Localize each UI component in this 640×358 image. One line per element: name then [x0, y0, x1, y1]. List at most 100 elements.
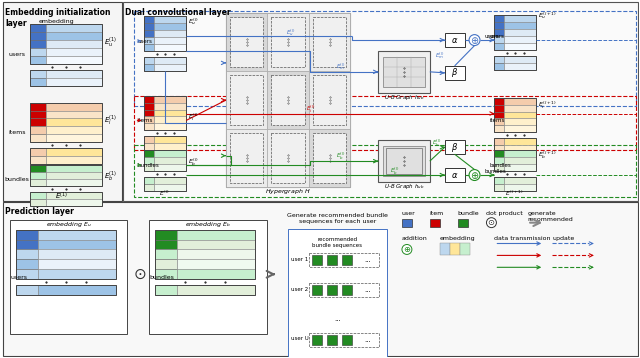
Bar	[313, 17, 346, 67]
Text: $E_b^{(l)}$: $E_b^{(l)}$	[390, 165, 399, 177]
Bar	[495, 98, 536, 132]
Bar	[177, 229, 255, 240]
Text: $E_u^{(1)}$: $E_u^{(1)}$	[104, 35, 117, 49]
Bar	[383, 57, 425, 87]
Bar	[402, 219, 412, 227]
Bar	[38, 250, 116, 260]
Bar	[156, 260, 177, 269]
Bar	[134, 11, 636, 106]
Text: users: users	[490, 34, 504, 39]
Bar	[46, 165, 102, 172]
Bar	[46, 179, 102, 186]
Bar	[309, 129, 350, 187]
Bar	[30, 111, 46, 118]
Bar	[504, 184, 536, 191]
Bar	[16, 240, 38, 250]
Bar	[30, 40, 46, 48]
Text: ...: ...	[334, 316, 340, 322]
Text: embedding: embedding	[39, 19, 75, 24]
Bar	[145, 16, 154, 23]
Bar	[226, 129, 268, 187]
Bar	[156, 229, 177, 240]
Bar	[30, 148, 102, 164]
Bar	[38, 229, 116, 240]
Bar	[145, 96, 154, 103]
Bar	[504, 112, 536, 118]
Text: Embedding initialization
layer: Embedding initialization layer	[5, 8, 111, 28]
Text: $E_b^{(l+1)}$: $E_b^{(l+1)}$	[538, 149, 557, 161]
Bar	[495, 150, 504, 157]
Bar	[460, 243, 470, 255]
Bar	[145, 177, 154, 184]
Bar	[156, 285, 177, 295]
Bar	[495, 138, 504, 145]
Bar	[445, 33, 465, 47]
Bar	[450, 243, 460, 255]
Bar	[504, 43, 536, 50]
Text: $E_b^{(l)}$: $E_b^{(l)}$	[432, 137, 442, 149]
Text: bundles: bundles	[484, 169, 506, 174]
Bar	[46, 48, 102, 56]
Bar	[46, 199, 102, 206]
Bar	[145, 64, 154, 71]
Bar	[30, 199, 46, 206]
Bar	[46, 126, 102, 134]
Bar	[504, 98, 536, 105]
Bar	[30, 192, 46, 199]
Bar	[134, 96, 636, 150]
Text: $E_i^{(l+1)}$: $E_i^{(l+1)}$	[538, 100, 557, 111]
Bar	[16, 269, 38, 279]
Text: users: users	[8, 53, 26, 58]
Bar	[271, 133, 305, 183]
Text: bundle: bundle	[458, 211, 479, 216]
Bar	[10, 220, 127, 334]
Bar	[230, 75, 264, 125]
Circle shape	[486, 218, 497, 228]
Bar	[30, 48, 46, 56]
Bar	[313, 75, 346, 125]
Bar	[30, 32, 46, 40]
Bar	[145, 110, 154, 116]
Bar	[154, 164, 186, 171]
Bar	[230, 17, 264, 67]
Bar	[328, 255, 337, 265]
Bar	[154, 136, 186, 143]
Text: item: item	[430, 211, 444, 216]
Bar	[145, 103, 154, 110]
Text: Dual convolutional layer: Dual convolutional layer	[125, 8, 230, 17]
Bar	[145, 184, 154, 191]
Bar	[156, 250, 177, 260]
Bar	[226, 13, 350, 187]
Text: user: user	[402, 211, 416, 216]
Text: $E_m^{(l)}$: $E_m^{(l)}$	[435, 50, 444, 61]
Bar	[149, 220, 267, 334]
Text: ...: ...	[364, 287, 371, 293]
Bar	[312, 285, 323, 295]
Bar	[378, 51, 430, 93]
Text: user 1: user 1	[291, 257, 308, 262]
Bar	[154, 37, 186, 44]
Bar	[145, 30, 154, 37]
Bar	[46, 148, 102, 156]
Text: Prediction layer: Prediction layer	[5, 207, 74, 216]
Bar	[504, 56, 536, 63]
Bar	[156, 240, 177, 250]
Bar	[145, 157, 154, 164]
Bar	[154, 157, 186, 164]
Bar	[16, 229, 38, 240]
Text: user U: user U	[291, 336, 308, 341]
Bar	[30, 118, 46, 126]
Bar	[46, 103, 102, 111]
Bar	[46, 32, 102, 40]
Circle shape	[469, 35, 480, 45]
Bar	[495, 177, 504, 184]
Bar	[495, 105, 504, 112]
Bar	[156, 285, 255, 295]
Bar	[16, 285, 116, 295]
Bar	[342, 285, 352, 295]
Text: items: items	[8, 130, 26, 135]
Bar	[504, 105, 536, 112]
Bar	[30, 24, 46, 32]
Bar	[16, 260, 38, 269]
Bar	[38, 240, 116, 250]
